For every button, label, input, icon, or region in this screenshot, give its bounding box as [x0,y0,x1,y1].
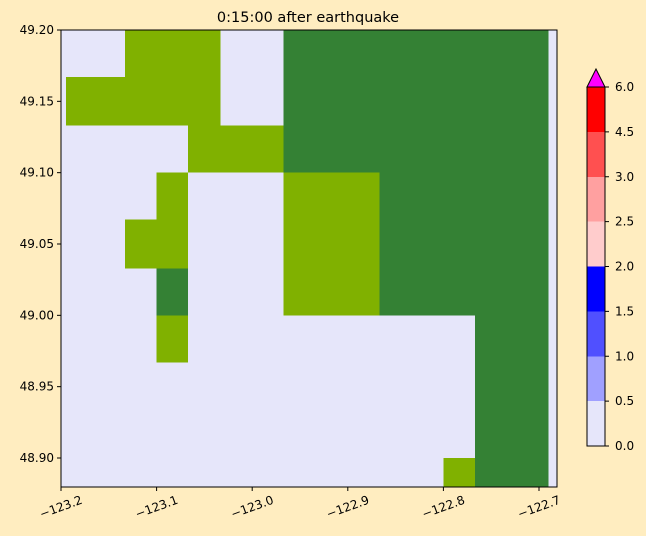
x-tick-label: −123.1 [133,493,180,521]
heatmap-cell-land_light [125,219,189,269]
colorbar-tick-label: 1.0 [615,349,634,363]
heatmap-cell-land_dark [156,268,189,316]
colorbar-extend-arrow [586,67,606,88]
y-tick-label: 49.05 [20,237,54,251]
colorbar-band [587,266,605,312]
x-axis: −123.2 −123.1 −123.0 −122.9 −122.8 −122.7 [38,487,563,521]
colorbar-band [587,221,605,267]
heatmap-cell-land_light [443,458,475,487]
colorbar-tick-label: 4.5 [615,125,634,139]
colorbar-tick-label: 0.0 [615,439,634,453]
x-tick-label: −123.2 [38,493,85,521]
colorbar: 0.0 0.5 1.0 1.5 2.0 2.5 3.0 4.5 6.0 [586,67,634,453]
x-tick-label: −122.7 [516,493,563,521]
chart-title: 0:15:00 after earthquake [217,10,399,26]
colorbar-tick-label: 0.5 [615,394,634,408]
heatmap-cell-land_dark [474,315,549,487]
y-tick-label: 48.90 [20,451,54,465]
colorbar-tick-label: 1.5 [615,304,634,318]
colorbar-band [587,131,605,177]
plot-area [60,29,558,488]
heatmap-cell-land_dark [283,30,549,126]
y-tick-label: 49.10 [20,166,54,180]
colorbar-tick-label: 6.0 [615,80,634,94]
colorbar-band [587,311,605,357]
heatmap-cell-land_dark [283,125,549,173]
colorbar-tick-label: 2.5 [615,215,634,229]
heatmap-cell-land_light [156,315,189,363]
plot-frame [60,29,558,488]
heatmap-cell-land_light [188,125,284,173]
y-tick-label: 49.20 [20,23,54,37]
y-tick-label: 48.95 [20,380,54,394]
y-axis: 48.90 48.95 49.00 49.05 49.10 49.15 49.20 [20,23,61,465]
colorbar-band [587,401,605,446]
colorbar-band [587,176,605,222]
y-tick-label: 49.00 [20,308,54,322]
colorbar-band [587,87,605,132]
heatmap-cell-land_light [283,172,380,316]
colorbar-tick-label: 3.0 [615,170,634,184]
colorbar-band [587,356,605,402]
heatmap-cell-land_light [65,77,221,126]
heatmap-cell-land_light [156,172,189,220]
colorbar-tick-label: 2.0 [615,260,634,274]
x-tick-label: −122.9 [325,493,372,521]
heatmap-cell-land_dark [379,172,549,316]
x-tick-label: −122.8 [420,493,467,521]
x-tick-label: −123.0 [229,493,276,521]
y-tick-label: 49.15 [20,94,54,108]
heatmap-cell-land_light [125,30,221,78]
